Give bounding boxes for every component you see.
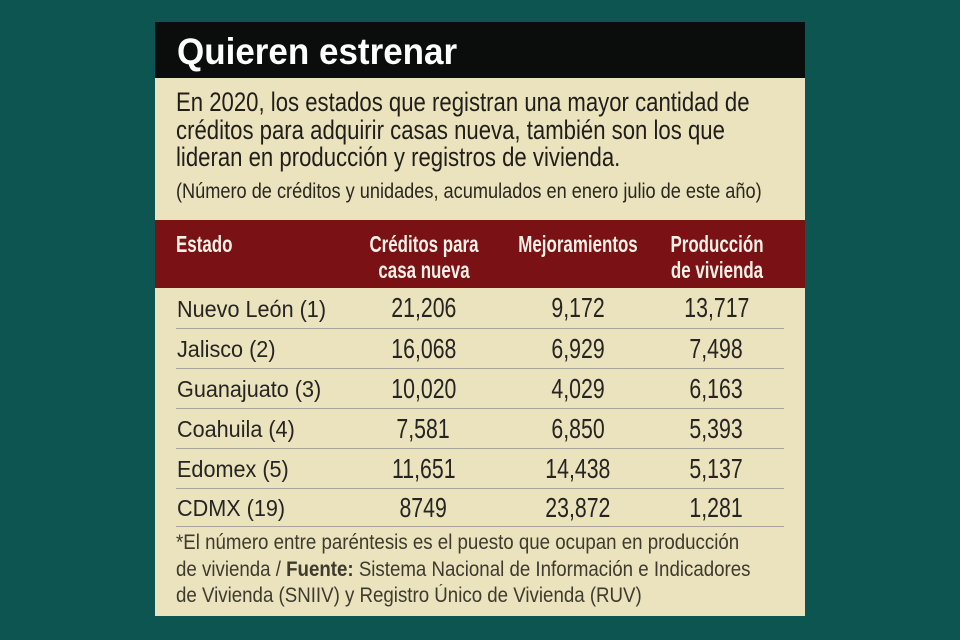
cell-creditos: 16,068 — [390, 333, 457, 364]
cell-produccion: 13,717 — [683, 292, 750, 323]
cell-produccion: 7,498 — [689, 333, 744, 364]
cell-mejoramientos: 9,172 — [551, 292, 605, 323]
cell-mejoramientos: 14,438 — [545, 453, 611, 484]
cell-mejoramientos: 4,029 — [551, 373, 605, 404]
cell-creditos: 8749 — [399, 492, 448, 523]
column-header-produccion: Producción de vivienda — [669, 231, 764, 283]
cell-estado: Guanajuato (3) — [177, 376, 322, 402]
table-row: Edomex (5) 11,651 14,438 5,137 — [176, 449, 784, 489]
cell-produccion: 5,137 — [689, 453, 744, 484]
intro-line: créditos para adquirir casas nueva, tamb… — [176, 114, 725, 145]
cell-produccion: 5,393 — [689, 413, 744, 444]
column-header-estado: Estado — [176, 231, 233, 257]
card-body: En 2020, los estados que registran una m… — [155, 78, 805, 616]
cell-estado: Jalisco (2) — [177, 336, 276, 362]
column-header-mejoramientos: Mejoramientos — [518, 231, 638, 257]
table-row: Guanajuato (3) 10,020 4,029 6,163 — [176, 369, 784, 409]
footnote-line: *El número entre paréntesis es el puesto… — [176, 531, 740, 554]
cell-mejoramientos: 6,929 — [551, 333, 605, 364]
table-body: Nuevo León (1) 21,206 9,172 13,717 Jalis… — [176, 288, 784, 527]
cell-creditos: 7,581 — [396, 413, 451, 444]
cell-estado: CDMX (19) — [177, 495, 286, 521]
footnote: *El número entre paréntesis es el puesto… — [176, 530, 821, 610]
column-header-creditos: Créditos para casa nueva — [368, 231, 479, 283]
fuente-label: Fuente: — [286, 557, 354, 581]
table-row: Nuevo León (1) 21,206 9,172 13,717 — [176, 288, 784, 329]
intro-line: lideran en producción y registros de viv… — [176, 142, 621, 172]
cell-mejoramientos: 23,872 — [545, 492, 611, 523]
table-row: CDMX (19) 8749 23,872 1,281 — [176, 489, 784, 527]
cell-estado: Edomex (5) — [177, 456, 289, 482]
footnote-line: de Vivienda (SNIIV) y Registro Único de … — [176, 584, 642, 607]
footnote-line: de vivienda / Fuente: Sistema Nacional d… — [176, 557, 751, 581]
cell-produccion: 1,281 — [689, 492, 744, 523]
cell-mejoramientos: 6,850 — [551, 413, 605, 444]
intro-line: En 2020, los estados que registran una m… — [176, 87, 750, 117]
table-header: Estado Créditos para casa nueva Mejorami… — [155, 220, 805, 288]
title-bar: Quieren estrenar — [155, 22, 805, 78]
units-note: (Número de créditos y unidades, acumulad… — [176, 180, 762, 203]
cell-creditos: 10,020 — [390, 373, 457, 404]
cell-estado: Nuevo León (1) — [177, 296, 327, 322]
cell-produccion: 6,163 — [689, 373, 744, 404]
intro-paragraph: En 2020, los estados que registran una m… — [176, 87, 875, 172]
table-row: Coahuila (4) 7,581 6,850 5,393 — [176, 409, 784, 449]
cell-creditos: 21,206 — [390, 292, 457, 323]
infographic-card: Quieren estrenar En 2020, los estados qu… — [155, 22, 805, 616]
table-row: Jalisco (2) 16,068 6,929 7,498 — [176, 329, 784, 369]
page-title: Quieren estrenar — [177, 31, 458, 72]
cell-creditos: 11,651 — [391, 453, 456, 484]
cell-estado: Coahuila (4) — [177, 416, 295, 442]
